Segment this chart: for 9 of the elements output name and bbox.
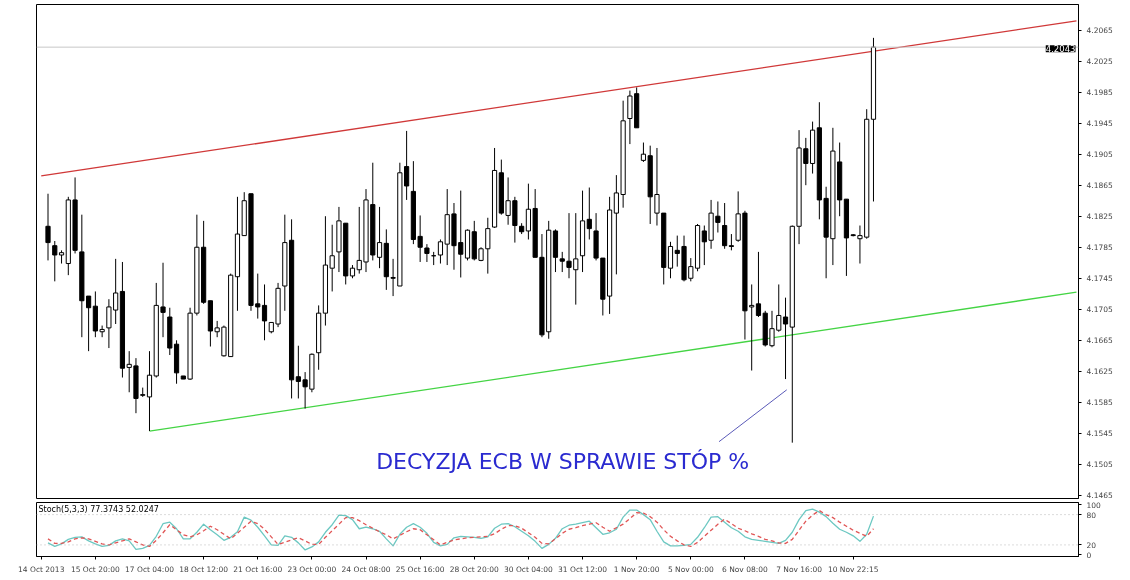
candlestick [146,350,153,432]
candlestick [722,202,728,250]
annotation: DECYZJA ECB W SPRAWIE STÓP % [376,448,750,474]
candlestick [45,193,51,261]
candlestick [586,187,592,240]
ref-line-label: 4.2043 [1045,44,1076,55]
candlestick [424,243,430,263]
candlestick [667,241,674,279]
chart-title: Stoch(5,3,3) 77.3743 52.0247 [38,504,159,514]
